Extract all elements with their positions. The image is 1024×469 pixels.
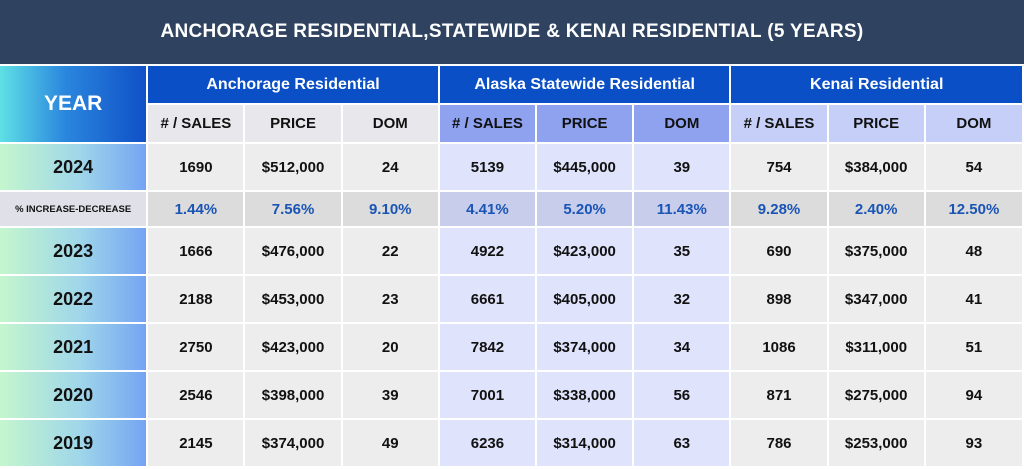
table-cell: 1666	[148, 228, 244, 274]
table-cell: $311,000	[828, 324, 924, 370]
table-cell: 7842	[439, 324, 536, 370]
table-cell: $476,000	[245, 228, 341, 274]
table-cell: $253,000	[828, 420, 924, 466]
table-cell: 2188	[148, 276, 244, 322]
percent-cell: 12.50%	[925, 192, 1022, 226]
table-cell: $453,000	[245, 276, 341, 322]
percent-change-row: % INCREASE-DECREASE 1.44% 7.56% 9.10% 4.…	[0, 192, 1022, 226]
sub-header-price: PRICE	[537, 105, 633, 142]
table-cell: $512,000	[245, 144, 341, 190]
table-cell: $374,000	[245, 420, 341, 466]
year-cell: 2022	[0, 276, 147, 322]
table-cell: 6236	[439, 420, 536, 466]
percent-change-label: % INCREASE-DECREASE	[0, 192, 147, 226]
table-cell: 7001	[439, 372, 536, 418]
table-cell: 754	[731, 144, 827, 190]
table-cell: 6661	[439, 276, 536, 322]
sub-header-sales: # / SALES	[439, 105, 536, 142]
sub-header-price: PRICE	[245, 105, 341, 142]
table-cell: 35	[634, 228, 730, 274]
table-row: 2024 1690 $512,000 24 5139 $445,000 39 7…	[0, 144, 1022, 190]
table-cell: $405,000	[537, 276, 633, 322]
table-cell: 786	[731, 420, 827, 466]
table-cell: 94	[925, 372, 1022, 418]
table-cell: 39	[342, 372, 438, 418]
sub-header-dom: DOM	[634, 105, 730, 142]
table-cell: $375,000	[828, 228, 924, 274]
table-cell: 871	[731, 372, 827, 418]
table-cell: $314,000	[537, 420, 633, 466]
table-cell: 56	[634, 372, 730, 418]
percent-cell: 9.10%	[342, 192, 438, 226]
table-cell: 20	[342, 324, 438, 370]
table-cell: 2145	[148, 420, 244, 466]
year-cell: 2020	[0, 372, 147, 418]
sub-header-dom: DOM	[342, 105, 438, 142]
percent-cell: 7.56%	[245, 192, 341, 226]
percent-cell: 9.28%	[731, 192, 827, 226]
table-cell: 690	[731, 228, 827, 274]
year-cell: 2023	[0, 228, 147, 274]
table-cell: $384,000	[828, 144, 924, 190]
table-row: 2023 1666 $476,000 22 4922 $423,000 35 6…	[0, 228, 1022, 274]
table-row: 2021 2750 $423,000 20 7842 $374,000 34 1…	[0, 324, 1022, 370]
table-cell: 54	[925, 144, 1022, 190]
table-cell: $398,000	[245, 372, 341, 418]
table-cell: $347,000	[828, 276, 924, 322]
table-cell: 2546	[148, 372, 244, 418]
table-cell: 93	[925, 420, 1022, 466]
table-cell: $423,000	[245, 324, 341, 370]
table-cell: 898	[731, 276, 827, 322]
percent-cell: 4.41%	[439, 192, 536, 226]
table-cell: 41	[925, 276, 1022, 322]
year-cell: 2024	[0, 144, 147, 190]
table-cell: 4922	[439, 228, 536, 274]
table-row: 2022 2188 $453,000 23 6661 $405,000 32 8…	[0, 276, 1022, 322]
table-cell: 49	[342, 420, 438, 466]
percent-cell: 2.40%	[828, 192, 924, 226]
sub-header-sales: # / SALES	[148, 105, 244, 142]
table-cell: 22	[342, 228, 438, 274]
table-cell: 48	[925, 228, 1022, 274]
table-cell: 2750	[148, 324, 244, 370]
page-title: ANCHORAGE RESIDENTIAL,STATEWIDE & KENAI …	[0, 0, 1024, 64]
year-cell: 2021	[0, 324, 147, 370]
housing-stats-table: YEAR Anchorage Residential Alaska Statew…	[0, 64, 1024, 468]
table-cell: 24	[342, 144, 438, 190]
table-row: 2020 2546 $398,000 39 7001 $338,000 56 8…	[0, 372, 1022, 418]
table-cell: 32	[634, 276, 730, 322]
percent-cell: 5.20%	[537, 192, 633, 226]
table-cell: 23	[342, 276, 438, 322]
table-cell: $275,000	[828, 372, 924, 418]
table-cell: 5139	[439, 144, 536, 190]
percent-cell: 11.43%	[634, 192, 730, 226]
table-cell: 51	[925, 324, 1022, 370]
table-cell: $445,000	[537, 144, 633, 190]
year-column-header: YEAR	[0, 66, 147, 142]
table-cell: 63	[634, 420, 730, 466]
table-cell: 34	[634, 324, 730, 370]
table-cell: 1086	[731, 324, 827, 370]
year-cell: 2019	[0, 420, 147, 466]
sub-header-sales: # / SALES	[731, 105, 827, 142]
group-header-kenai: Kenai Residential	[731, 66, 1022, 103]
sub-header-dom: DOM	[925, 105, 1022, 142]
sub-header-price: PRICE	[828, 105, 924, 142]
percent-cell: 1.44%	[148, 192, 244, 226]
table-cell: $423,000	[537, 228, 633, 274]
group-header-statewide: Alaska Statewide Residential	[439, 66, 730, 103]
table-cell: $338,000	[537, 372, 633, 418]
table-cell: 39	[634, 144, 730, 190]
table-cell: $374,000	[537, 324, 633, 370]
table-row: 2019 2145 $374,000 49 6236 $314,000 63 7…	[0, 420, 1022, 466]
group-header-anchorage: Anchorage Residential	[148, 66, 438, 103]
table-cell: 1690	[148, 144, 244, 190]
